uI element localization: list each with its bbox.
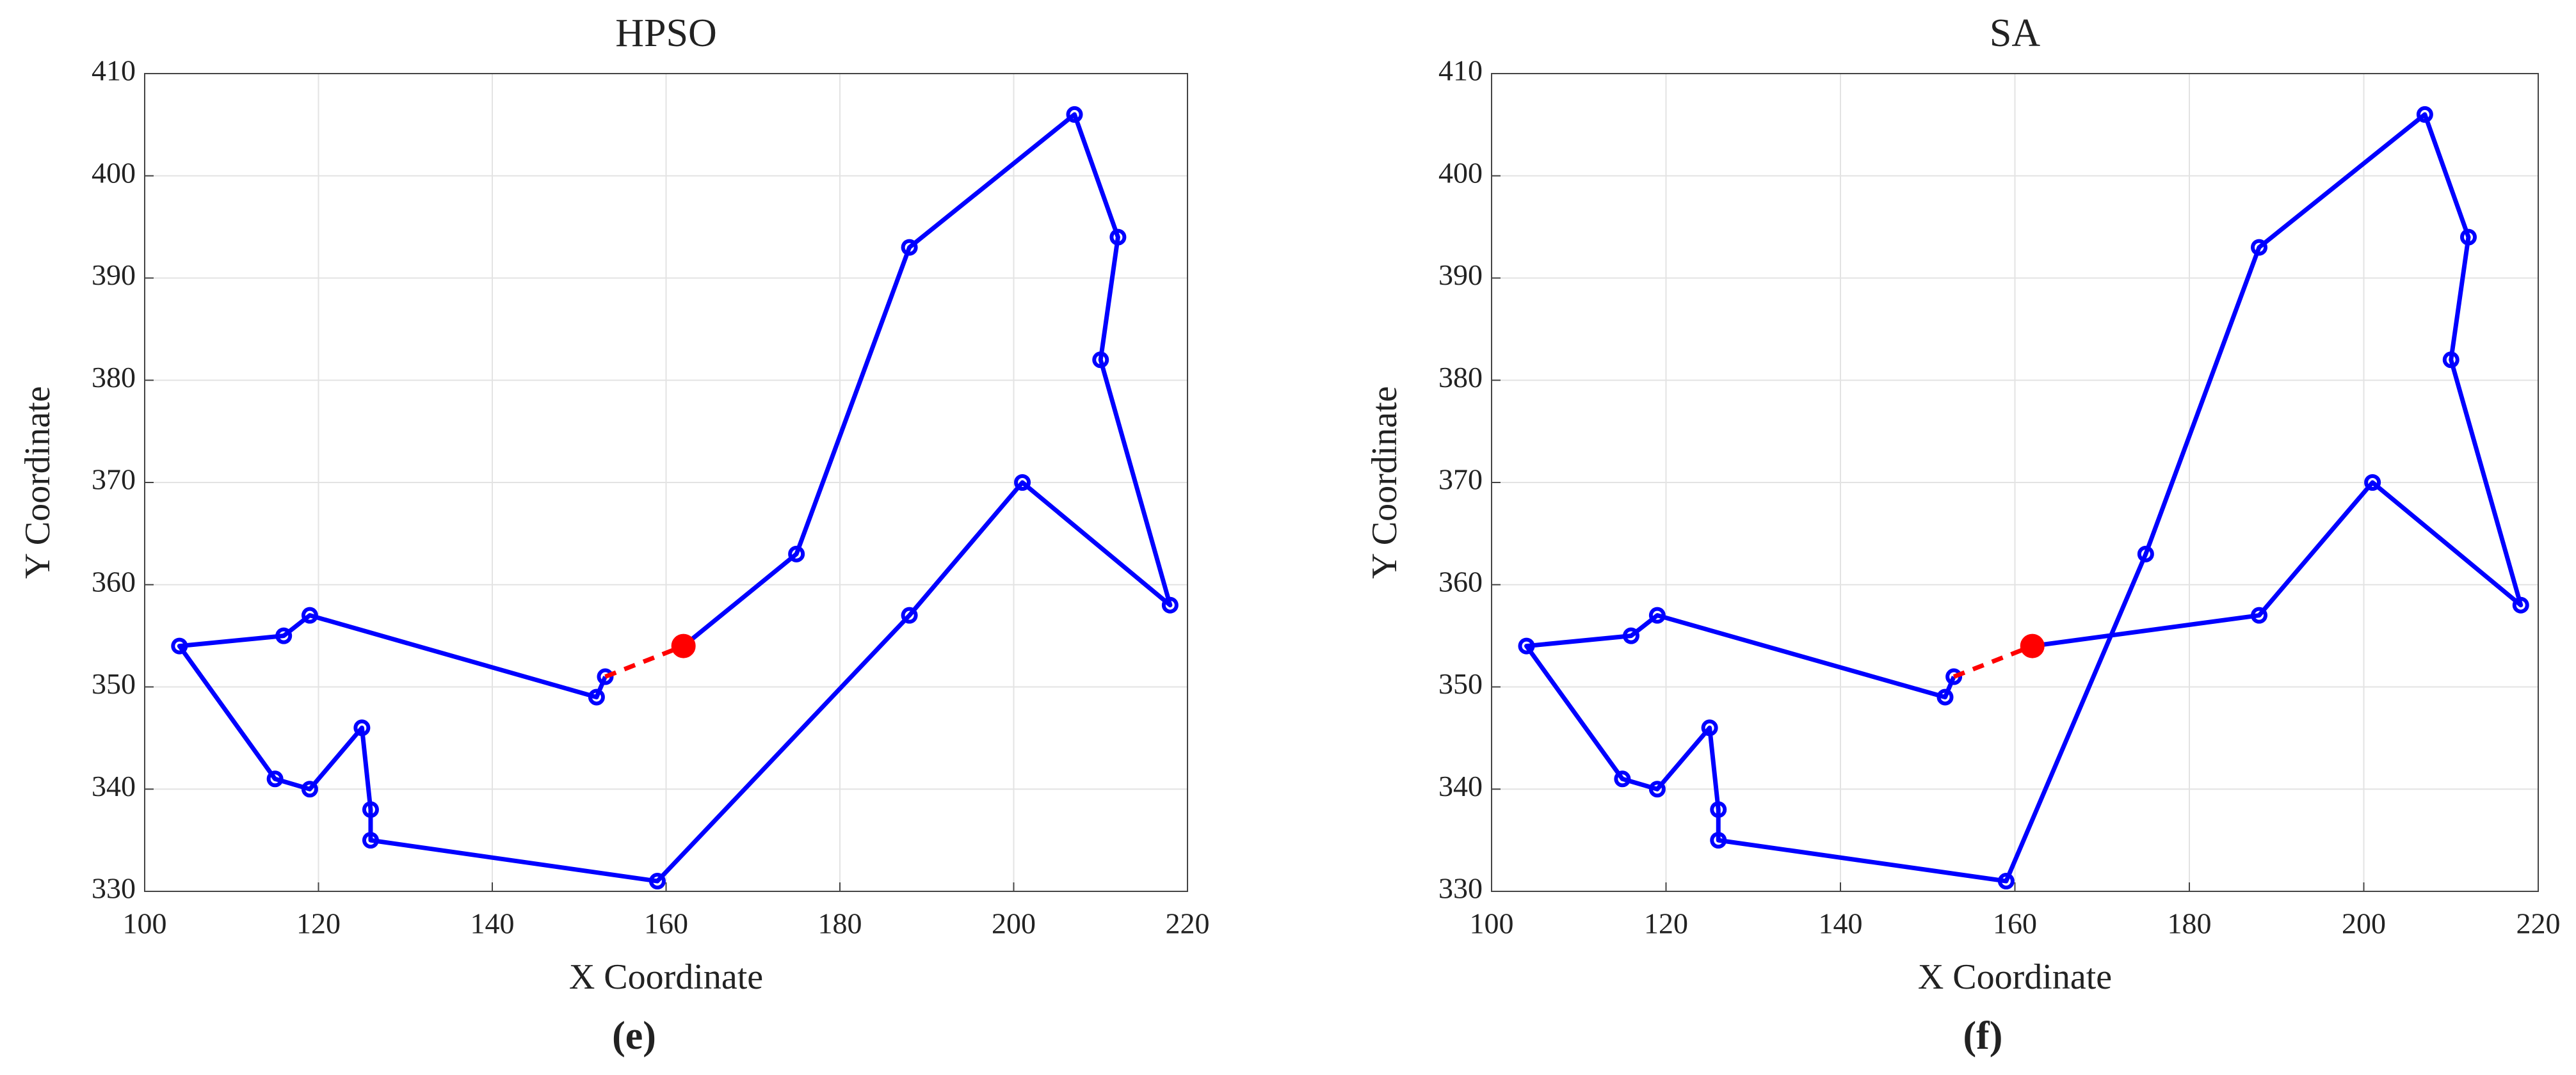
city-marker (1109, 228, 1127, 246)
city-marker (1623, 627, 1639, 644)
y-tick-label: 400 (1438, 156, 1483, 189)
x-tick-label: 220 (2516, 907, 2561, 940)
city-marker (901, 239, 918, 256)
y-tick-label: 360 (92, 565, 136, 598)
x-axis-label: X Coordinate (569, 957, 763, 997)
city-marker (1092, 351, 1109, 369)
panel-label: (e) (612, 1014, 656, 1058)
x-tick-label: 140 (1819, 907, 1863, 940)
y-tick-label: 340 (92, 770, 136, 802)
city-marker (597, 668, 614, 685)
city-marker (1936, 689, 1954, 706)
y-tick-label: 390 (92, 259, 136, 291)
city-marker (2416, 106, 2433, 123)
city-marker (1648, 781, 1666, 798)
y-tick-label: 380 (1438, 361, 1483, 394)
y-tick-label: 360 (1438, 565, 1483, 598)
city-marker (588, 689, 605, 706)
city-marker (2442, 351, 2459, 369)
city-marker (788, 545, 805, 562)
start-point (2020, 633, 2045, 658)
city-marker (901, 607, 918, 624)
city-marker (1997, 873, 2015, 890)
route-line (604, 644, 684, 679)
city-marker (1518, 637, 1535, 655)
y-tick-label: 340 (1438, 770, 1483, 802)
chart-title: SA (1990, 12, 2040, 55)
y-tick-label: 330 (1438, 872, 1483, 905)
city-marker (266, 770, 284, 788)
city-marker (301, 781, 318, 798)
x-tick-label: 140 (471, 907, 515, 940)
y-tick-label: 350 (92, 667, 136, 700)
x-tick-label: 160 (1993, 907, 2037, 940)
city-marker (171, 637, 188, 655)
city-marker (362, 801, 379, 818)
city-marker (2512, 596, 2529, 614)
x-tick-label: 100 (123, 907, 167, 940)
city-marker (1701, 719, 1718, 737)
route-line (177, 112, 1173, 884)
panel-label: (f) (1963, 1014, 2003, 1058)
x-tick-label: 100 (1470, 907, 1514, 940)
city-marker (1945, 668, 1963, 685)
city-marker (2251, 607, 2267, 624)
y-tick-label: 390 (1438, 259, 1483, 291)
y-axis-label: Y Coordinate (18, 386, 58, 578)
axes-box (1491, 73, 2539, 892)
city-marker (2251, 239, 2267, 256)
city-marker (1161, 596, 1179, 614)
y-tick-label: 370 (1438, 463, 1483, 496)
city-marker (2364, 474, 2381, 491)
city-marker (1710, 832, 1727, 849)
axes-box (144, 73, 1188, 892)
x-tick-label: 180 (2168, 907, 2212, 940)
y-tick-label: 400 (92, 156, 136, 189)
y-tick-label: 410 (92, 54, 136, 87)
x-tick-label: 120 (1644, 907, 1688, 940)
city-marker (2460, 228, 2477, 246)
x-tick-label: 160 (644, 907, 688, 940)
y-axis-label: Y Coordinate (1365, 386, 1405, 578)
city-marker (275, 627, 293, 644)
y-tick-label: 410 (1438, 54, 1483, 87)
route-line (1952, 644, 2034, 679)
y-tick-label: 380 (92, 361, 136, 394)
city-marker (362, 832, 379, 849)
city-marker (2137, 545, 2154, 562)
x-tick-label: 180 (818, 907, 862, 940)
city-marker (648, 873, 666, 890)
x-tick-label: 120 (296, 907, 341, 940)
x-axis-label: X Coordinate (1918, 957, 2112, 997)
city-marker (353, 719, 371, 737)
x-tick-label: 200 (2342, 907, 2386, 940)
y-tick-label: 370 (92, 463, 136, 496)
city-marker (1614, 770, 1631, 788)
x-tick-label: 220 (1166, 907, 1210, 940)
y-tick-label: 350 (1438, 667, 1483, 700)
chart-title: HPSO (615, 12, 717, 55)
city-marker (301, 607, 318, 624)
y-tick-label: 330 (92, 872, 136, 905)
city-marker (1710, 801, 1727, 818)
route-line (1524, 112, 2524, 884)
city-marker (1648, 607, 1666, 624)
x-tick-label: 200 (992, 907, 1036, 940)
city-marker (1014, 474, 1031, 491)
city-marker (1066, 106, 1083, 123)
start-point (671, 633, 696, 658)
